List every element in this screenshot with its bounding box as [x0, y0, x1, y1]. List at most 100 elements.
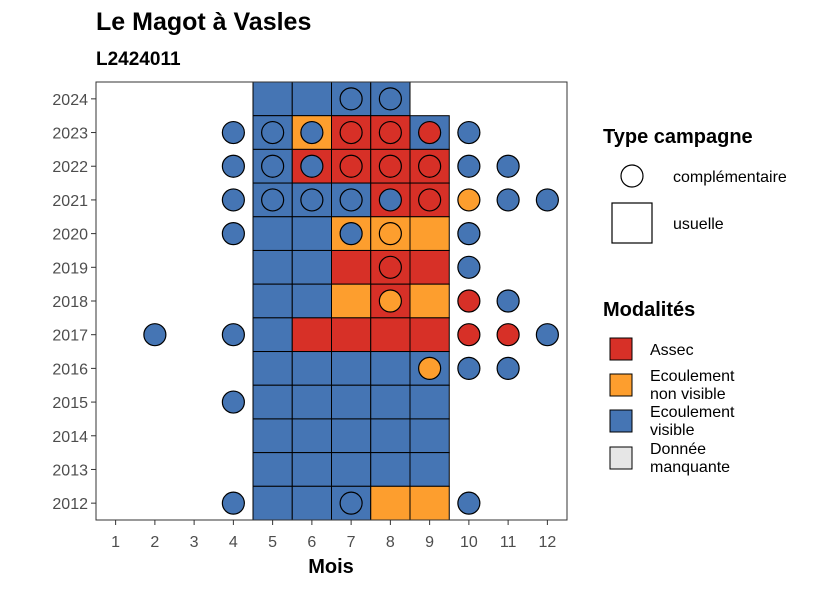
point-2020-7	[339, 222, 363, 246]
point-2021-4	[221, 188, 245, 212]
tile-2012-6	[291, 485, 332, 521]
chart-title: Le Magot à Vasles	[96, 8, 311, 36]
tile-2014-6	[291, 418, 332, 454]
tile-2018-6	[291, 283, 332, 319]
x-tick-label-4: 4	[229, 534, 238, 551]
point-2015-4	[221, 390, 245, 414]
x-axis: 1 2 3 4 5 6 7 8 9 10 11 12	[111, 520, 556, 551]
point-2018-8	[378, 289, 402, 313]
point-2023-4	[221, 120, 245, 145]
tile-2016-8	[370, 351, 411, 386]
tile-2019-7	[331, 249, 372, 285]
y-tick-label-2018: 2018	[52, 294, 88, 311]
tile-2014-5	[252, 418, 293, 454]
tile-2018-5	[252, 283, 293, 319]
tile-2020-6	[291, 216, 332, 251]
point-2017-10	[457, 323, 481, 347]
point-2021-5	[261, 188, 285, 212]
point-2023-10	[457, 120, 481, 145]
tile-2017-6	[291, 317, 332, 353]
tile-2019-5	[252, 249, 293, 285]
point-2022-4	[221, 154, 245, 178]
legend-label-N: Ecoulement non visible	[650, 368, 735, 403]
point-2021-11	[496, 188, 520, 212]
point-2016-10	[457, 356, 481, 380]
y-tick-label-2016: 2016	[52, 361, 88, 378]
point-2018-10	[457, 289, 481, 313]
tile-2013-9	[409, 452, 450, 487]
tile-2012-8	[370, 485, 411, 521]
x-tick-label-5: 5	[268, 534, 277, 551]
tile-2012-5	[252, 485, 293, 521]
point-2022-8	[378, 154, 402, 178]
legend-key-usuelle	[611, 202, 653, 244]
point-2022-11	[496, 154, 520, 178]
point-2019-10	[457, 255, 481, 279]
y-tick-label-2019: 2019	[52, 260, 88, 277]
x-tick-label-1: 1	[111, 534, 120, 551]
point-2020-8	[378, 222, 402, 246]
x-tick-label-10: 10	[460, 534, 478, 551]
tile-2012-9	[409, 485, 450, 521]
point-2021-6	[300, 188, 324, 212]
point-2021-8	[378, 188, 402, 212]
point-2022-7	[339, 154, 363, 178]
tile-2013-5	[252, 452, 293, 487]
tile-2015-9	[409, 384, 450, 420]
point-2017-4	[221, 323, 245, 347]
tile-2016-5	[252, 351, 293, 386]
tile-2020-9	[409, 216, 450, 251]
x-tick-label-11: 11	[500, 534, 517, 551]
x-tick-label-3: 3	[190, 534, 199, 551]
legend-label-M: Donnée manquante	[650, 441, 730, 476]
y-tick-label-2024: 2024	[52, 92, 88, 109]
point-2019-8	[378, 255, 402, 279]
y-tick-label-2021: 2021	[52, 193, 88, 210]
point-2022-6	[300, 154, 324, 178]
point-2021-10	[457, 188, 481, 212]
point-2023-8	[378, 120, 402, 145]
point-2017-12	[535, 323, 559, 347]
plot-panel	[95, 81, 568, 521]
legend-modalites: Modalités Assec Ecoulement non visibleEcoul…	[603, 299, 735, 476]
x-axis-label: Mois	[308, 556, 354, 578]
point-2016-11	[496, 356, 520, 380]
tile-2018-7	[331, 283, 372, 319]
tile-2015-8	[370, 384, 411, 420]
y-tick-label-2014: 2014	[52, 429, 88, 446]
legend-modalites-title: Modalités	[603, 299, 695, 321]
x-tick-label-9: 9	[425, 534, 434, 551]
legend-campagne-title: Type campagne	[603, 126, 753, 148]
y-tick-label-2012: 2012	[52, 496, 88, 513]
tile-2014-9	[409, 418, 450, 454]
point-2024-8	[378, 87, 402, 111]
y-axis: 2012 2013 2014 2015 2016 2017 2018 2019 2020 2021…	[52, 92, 96, 513]
legend-label-V: Ecoulement visible	[650, 404, 735, 439]
point-2021-12	[535, 188, 559, 212]
legend-swatch-N	[609, 373, 633, 397]
point-2022-9	[418, 154, 442, 178]
point-2017-2	[143, 323, 167, 347]
point-2022-5	[261, 154, 285, 178]
point-2024-7	[339, 87, 363, 111]
tile-2019-6	[291, 249, 332, 285]
tile-2016-7	[331, 351, 372, 386]
point-2023-5	[261, 120, 285, 145]
tile-2017-9	[409, 317, 450, 353]
x-tick-label-8: 8	[386, 534, 395, 551]
legend-label-A: Assec	[650, 342, 694, 359]
legend-swatch-V	[609, 409, 633, 433]
point-2012-4	[221, 491, 245, 515]
tile-2024-5	[252, 81, 293, 117]
y-tick-label-2020: 2020	[52, 227, 88, 244]
tile-2015-6	[291, 384, 332, 420]
y-tick-label-2015: 2015	[52, 395, 88, 412]
point-2020-10	[457, 222, 481, 246]
point-2022-10	[457, 154, 481, 178]
tile-2017-8	[370, 317, 411, 353]
legend-swatch-M	[609, 446, 633, 470]
point-2012-10	[457, 491, 481, 515]
chart-subtitle: L2424011	[96, 49, 181, 70]
tile-2017-7	[331, 317, 372, 353]
